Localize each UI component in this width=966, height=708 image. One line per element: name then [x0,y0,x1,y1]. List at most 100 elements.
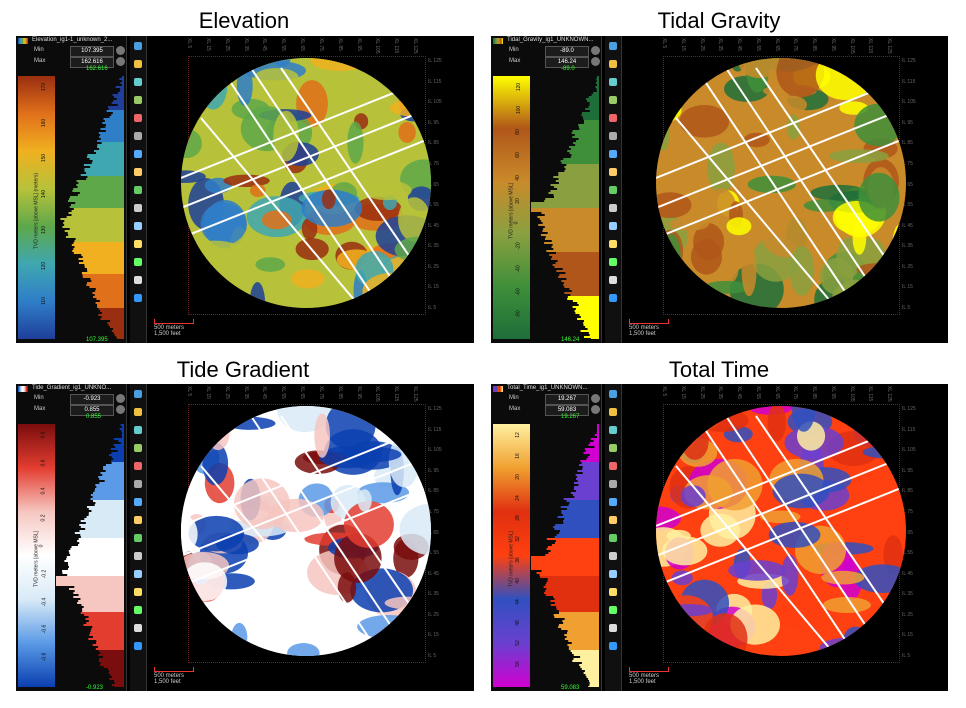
max-value-field[interactable]: 146.24 [545,57,589,68]
vertical-toolbar [605,36,622,343]
tool-icon[interactable] [134,150,142,158]
tool-icon[interactable] [609,624,617,632]
tool-icon[interactable] [134,570,142,578]
scale-bar: 500 meters 1,500 feet [629,319,669,337]
min-value-field[interactable]: -89.0 [545,46,589,57]
map-view[interactable]: XL 5 XL 15 XL 25 XL 35 XL 45 XL 55 XL 65 XL 75 X… [148,384,474,691]
tool-icon[interactable] [134,516,142,524]
max-value-field[interactable]: 0.855 [70,405,114,416]
tool-icon[interactable] [609,276,617,284]
min-reset-icon[interactable] [591,46,600,55]
tool-icon[interactable] [134,408,142,416]
tool-icon[interactable] [134,588,142,596]
tool-icon[interactable] [134,390,142,398]
tool-icon[interactable] [134,60,142,68]
tool-icon[interactable] [609,552,617,560]
tool-icon[interactable] [134,78,142,86]
max-reset-icon[interactable] [116,405,125,414]
tool-icon[interactable] [609,498,617,506]
scale-bar-line [154,319,194,324]
tool-icon[interactable] [609,294,617,302]
tool-icon[interactable] [609,114,617,122]
tool-icon[interactable] [134,168,142,176]
tool-icon[interactable] [134,204,142,212]
tool-icon[interactable] [134,606,142,614]
layer-name[interactable]: Tide_Gradient_ig1_UNKNO... [32,385,112,391]
tool-icon[interactable] [134,222,142,230]
crossline-tick: XL 35 [717,386,724,399]
tool-icon[interactable] [609,204,617,212]
tool-icon[interactable] [609,408,617,416]
max-reset-icon[interactable] [591,57,600,66]
tool-icon[interactable] [134,276,142,284]
layer-name[interactable]: Elevation_ig1-1_unknown_2... [32,37,113,43]
layer-color-swatch[interactable] [18,386,28,392]
tool-icon[interactable] [134,426,142,434]
tool-icon[interactable] [609,588,617,596]
min-reset-icon[interactable] [591,394,600,403]
tool-icon[interactable] [134,240,142,248]
map-view[interactable]: XL 5 XL 15 XL 25 XL 35 XL 45 XL 55 XL 65 XL 75 X… [623,36,948,343]
tool-icon[interactable] [134,642,142,650]
layer-color-swatch[interactable] [493,38,503,44]
tool-icon[interactable] [609,168,617,176]
min-reset-icon[interactable] [116,46,125,55]
tool-icon[interactable] [609,480,617,488]
tool-icon[interactable] [609,186,617,194]
tool-icon[interactable] [134,552,142,560]
tool-icon[interactable] [609,96,617,104]
tool-icon[interactable] [609,642,617,650]
tool-icon[interactable] [609,78,617,86]
min-value-field[interactable]: 107.395 [70,46,114,57]
tool-icon[interactable] [134,186,142,194]
tool-icon[interactable] [134,132,142,140]
tool-icon[interactable] [134,498,142,506]
tool-icon[interactable] [609,516,617,524]
tidal-gravity-legend-panel: Tidal_Gravity_ig1_UNKNOWN... Min -89.0 Max 1… [491,36,602,343]
max-value-field[interactable]: 162.616 [70,57,114,68]
map-view[interactable]: XL 5 XL 15 XL 25 XL 35 XL 45 XL 55 XL 65 XL 75 X… [148,36,474,343]
min-value-field[interactable]: -0.923 [70,394,114,405]
tool-icon[interactable] [609,132,617,140]
attribute-map-image [181,406,431,656]
crossline-tick: XL 115 [393,386,400,402]
tool-icon[interactable] [609,150,617,158]
tool-icon[interactable] [134,624,142,632]
color-ramp-tick-label: 40 [514,175,521,181]
tool-icon[interactable] [134,534,142,542]
layer-color-swatch[interactable] [493,386,503,392]
color-ramp: TVD meters [above MSL] (meters) 170 160 150… [18,76,55,339]
tool-icon[interactable] [609,60,617,68]
max-value-field[interactable]: 59.083 [545,405,589,416]
tool-icon[interactable] [609,390,617,398]
tool-icon[interactable] [609,444,617,452]
tool-icon[interactable] [609,42,617,50]
tool-icon[interactable] [134,462,142,470]
color-ramp-tick-label: 48 [514,619,521,626]
tool-icon[interactable] [134,114,142,122]
layer-name[interactable]: Tidal_Gravity_ig1_UNKNOWN... [507,37,594,43]
min-reset-icon[interactable] [116,394,125,403]
tool-icon[interactable] [134,444,142,452]
tool-icon[interactable] [134,96,142,104]
tool-icon[interactable] [609,426,617,434]
crossline-tick: XL 85 [336,38,343,51]
tool-icon[interactable] [609,240,617,248]
max-reset-icon[interactable] [116,57,125,66]
layer-name[interactable]: Total_Time_ig1_UNKNOWN... [507,385,588,391]
tool-icon[interactable] [134,480,142,488]
map-view[interactable]: XL 5 XL 15 XL 25 XL 35 XL 45 XL 55 XL 65 XL 75 X… [623,384,948,691]
tool-icon[interactable] [134,258,142,266]
tool-icon[interactable] [609,570,617,578]
tool-icon[interactable] [134,294,142,302]
tool-icon[interactable] [134,42,142,50]
min-value-field[interactable]: 19.267 [545,394,589,405]
tool-icon[interactable] [609,534,617,542]
tool-icon[interactable] [609,606,617,614]
tool-icon[interactable] [609,222,617,230]
color-ramp-tick-label: -0.6 [41,625,48,634]
layer-color-swatch[interactable] [18,38,28,44]
tool-icon[interactable] [609,462,617,470]
tool-icon[interactable] [609,258,617,266]
max-reset-icon[interactable] [591,405,600,414]
